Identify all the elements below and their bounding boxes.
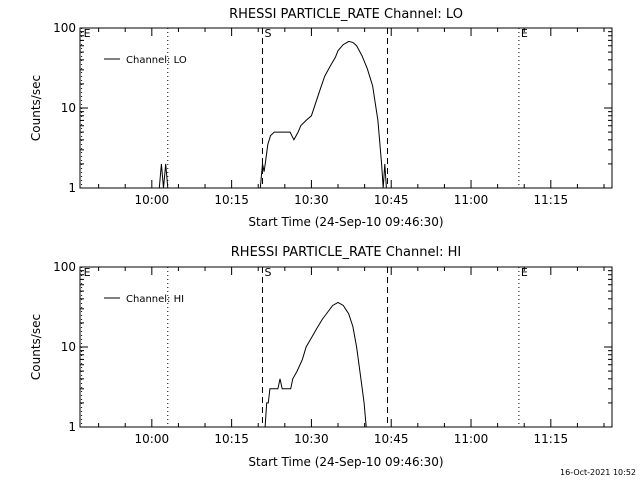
- panel1-x-tick-label: 11:00: [454, 193, 489, 207]
- panel2-x-axis-label: Start Time (24-Sep-10 09:46:30): [248, 455, 443, 469]
- panel1-legend-label: Channel: LO: [126, 55, 187, 66]
- panel2-x-tick-label: 10:45: [374, 432, 409, 446]
- panel2-marker-letter: E: [84, 266, 91, 279]
- panel1-marker-letter: E: [521, 27, 528, 40]
- panel2-y-tick-label: 1: [68, 420, 76, 434]
- panel2-x-tick-label: 11:15: [534, 432, 569, 446]
- panel1-x-tick-label: 11:15: [534, 193, 569, 207]
- panel1-y-tick-label: 100: [53, 21, 76, 35]
- panel1-chart-title: RHESSI PARTICLE_RATE Channel: LO: [229, 7, 463, 22]
- panel1-x-axis-label: Start Time (24-Sep-10 09:46:30): [248, 215, 443, 229]
- panel2-marker-letter: E: [521, 266, 528, 279]
- panel2-series-line: [264, 301, 367, 428]
- footer-timestamp: 16-Oct-2021 10:52: [560, 468, 636, 477]
- panel1-x-tick-label: 10:45: [374, 193, 409, 207]
- panel1-series-line: [158, 40, 387, 189]
- panel2-y-axis-label: Counts/sec: [29, 314, 43, 380]
- panel2-y-tick-label: 10: [61, 340, 76, 354]
- panel2-y-tick-label: 100: [53, 260, 76, 274]
- panel1-marker-letter: E: [84, 27, 91, 40]
- panel1-y-axis-label: Counts/sec: [29, 75, 43, 141]
- panel1-y-tick-label: 1: [68, 181, 76, 195]
- panel1-marker-letter: S: [264, 27, 271, 40]
- panel1-y-tick-label: 10: [61, 101, 76, 115]
- panel2-x-tick-label: 11:00: [454, 432, 489, 446]
- panel2-chart-title: RHESSI PARTICLE_RATE Channel: HI: [231, 245, 461, 260]
- panel2-marker-letter: S: [264, 266, 271, 279]
- panel2-x-tick-label: 10:15: [214, 432, 249, 446]
- panel2-x-tick-label: 10:00: [135, 432, 170, 446]
- panel1-x-tick-label: 10:30: [294, 193, 329, 207]
- panel1-x-tick-label: 10:00: [135, 193, 170, 207]
- panel2-x-tick-label: 10:30: [294, 432, 329, 446]
- panel2-legend-label: Channel: HI: [126, 294, 184, 305]
- panel1-x-tick-label: 10:15: [214, 193, 249, 207]
